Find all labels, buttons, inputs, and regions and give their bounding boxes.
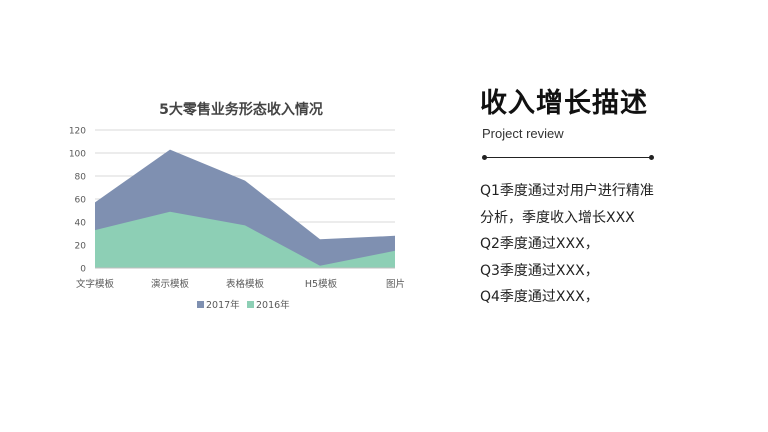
x-tick-label: 表格模板 xyxy=(226,278,265,290)
section-title: 收入增长描述 xyxy=(480,88,648,119)
y-tick-label: 120 xyxy=(69,127,86,137)
legend-label: 2017年 xyxy=(206,299,240,311)
y-tick-label: 0 xyxy=(80,265,86,275)
description-text: Q1季度通过对用户进行精准 分析，季度收入增长XXX Q2季度通过XXX， Q3… xyxy=(480,178,750,311)
y-tick-label: 80 xyxy=(75,173,87,183)
x-tick-label: H5模板 xyxy=(305,278,338,290)
description-line: Q2季度通过XXX， xyxy=(480,236,599,252)
chart-title: 5大零售业务形态收入情况 xyxy=(159,101,323,118)
description-line: Q4季度通过XXX， xyxy=(480,289,599,305)
legend-swatch xyxy=(197,301,204,308)
description-line: Q3季度通过XXX， xyxy=(480,262,599,279)
summary-panel: 收入增长描述 Project review Q1季度通过对用户进行精准 分析，季… xyxy=(480,86,750,311)
x-tick-label: 演示模板 xyxy=(151,278,190,290)
y-tick-label: 60 xyxy=(75,196,87,206)
decorative-divider xyxy=(482,154,654,162)
y-tick-label: 20 xyxy=(75,242,87,252)
divider-line xyxy=(485,157,651,158)
legend-swatch xyxy=(247,301,254,308)
y-tick-label: 100 xyxy=(69,150,86,160)
x-tick-label: 文字模板 xyxy=(76,278,115,290)
section-subtitle: Project review xyxy=(482,126,564,141)
y-tick-label: 40 xyxy=(75,219,87,229)
legend-label: 2016年 xyxy=(256,299,290,311)
x-tick-label: 图片 xyxy=(386,278,405,290)
area-series-2016年 xyxy=(95,211,395,268)
divider-dot-left xyxy=(482,155,487,160)
description-line: Q1季度通过对用户进行精准 xyxy=(480,183,654,199)
description-line: 分析，季度收入增长XXX xyxy=(480,209,635,226)
divider-dot-right xyxy=(649,155,654,160)
